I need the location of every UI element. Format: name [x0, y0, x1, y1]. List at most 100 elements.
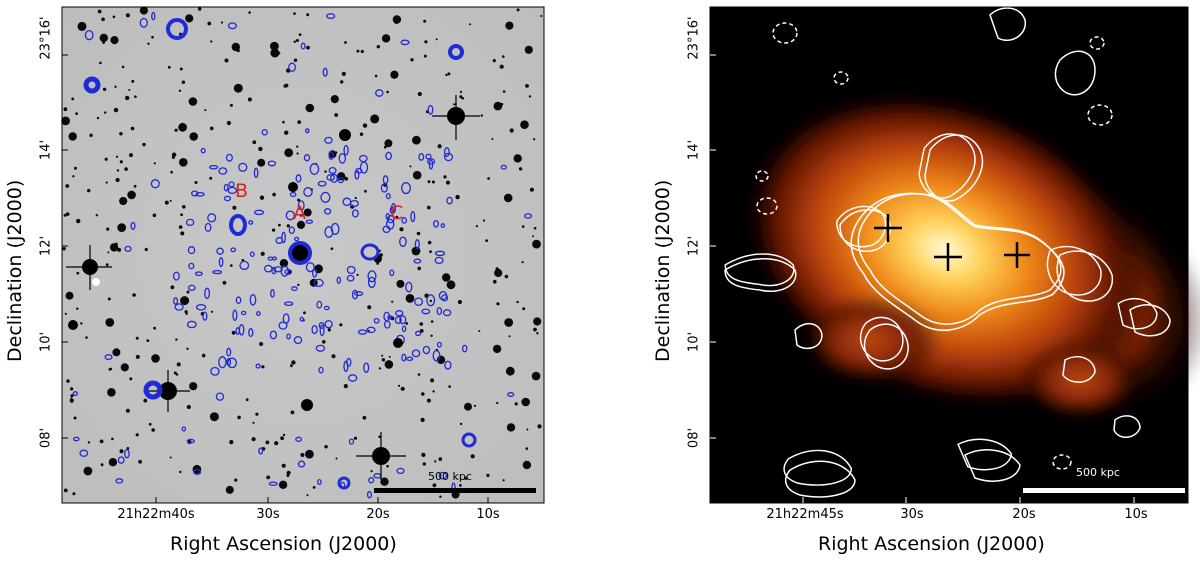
star: [291, 360, 296, 365]
star: [143, 398, 148, 403]
star: [186, 290, 190, 294]
star: [430, 334, 433, 337]
contour: [330, 222, 340, 235]
star: [265, 440, 270, 445]
contour: [395, 310, 404, 317]
contour: [441, 294, 449, 302]
star: [175, 338, 178, 341]
star: [255, 412, 259, 416]
star: [469, 23, 472, 26]
star: [417, 266, 422, 271]
star: [175, 373, 179, 376]
star: [169, 199, 172, 202]
radio-contours: [724, 7, 1171, 498]
star: [416, 231, 421, 236]
star: [170, 170, 173, 174]
star: [76, 271, 80, 275]
contour: [299, 316, 305, 322]
star: [76, 218, 81, 224]
star: [437, 144, 442, 149]
star: [119, 132, 123, 136]
star: [504, 274, 509, 279]
star: [284, 148, 294, 158]
contour: [323, 305, 330, 311]
contour: [174, 303, 184, 311]
star: [117, 225, 120, 228]
star: [533, 327, 537, 332]
star: [499, 64, 504, 69]
star: [439, 495, 442, 498]
star: [427, 180, 431, 184]
contour: [318, 322, 325, 329]
y-tick-label: 08': [686, 427, 702, 449]
radio-contours: [72, 11, 533, 499]
star: [421, 452, 426, 457]
star: [431, 180, 435, 184]
star: [496, 401, 499, 405]
star: [225, 485, 234, 494]
star: [305, 103, 315, 113]
scalebar: [374, 488, 536, 493]
star: [518, 167, 523, 171]
star: [286, 470, 291, 475]
star: [457, 299, 462, 305]
star: [297, 283, 300, 287]
contour: [363, 362, 370, 373]
star: [480, 114, 483, 117]
source-markers: [874, 214, 1030, 271]
star: [339, 323, 343, 327]
star: [76, 307, 79, 310]
star: [144, 247, 148, 252]
contour: [218, 167, 228, 175]
contour: [427, 158, 436, 165]
star: [72, 492, 76, 496]
star: [303, 311, 306, 315]
star: [233, 83, 243, 93]
star: [306, 13, 310, 17]
star: [422, 462, 426, 466]
star: [284, 83, 289, 88]
contour: [442, 309, 452, 317]
contour: [150, 179, 160, 189]
star: [344, 41, 347, 44]
star: [299, 225, 304, 229]
star: [435, 38, 438, 41]
star: [272, 192, 276, 197]
contour: [859, 316, 904, 362]
star: [330, 95, 339, 104]
star: [362, 123, 368, 128]
star: [522, 460, 532, 470]
x-axis-label: Right Ascension (J2000): [170, 533, 397, 555]
contour: [366, 326, 376, 334]
star: [252, 140, 257, 145]
star: [378, 435, 381, 439]
x-tick-label: 20s: [1012, 507, 1036, 522]
star: [210, 40, 213, 43]
star: [211, 310, 214, 313]
contour: [282, 313, 290, 324]
x-tick-label: 30s: [900, 507, 924, 522]
star: [500, 102, 504, 106]
star: [186, 404, 191, 410]
star: [125, 408, 130, 413]
contour: [318, 366, 324, 374]
contour: [248, 328, 254, 338]
contour: [194, 271, 203, 277]
contour: [215, 392, 225, 401]
star: [386, 464, 389, 468]
x-tick-label: 10s: [1124, 507, 1148, 522]
star: [380, 477, 389, 486]
star: [189, 132, 198, 141]
star: [112, 15, 116, 19]
star: [74, 166, 77, 170]
star: [525, 84, 529, 88]
contour: [232, 309, 238, 321]
contour: [375, 89, 384, 97]
star: [111, 437, 114, 441]
star: [429, 299, 433, 303]
star: [153, 162, 156, 165]
contour: [355, 167, 363, 174]
star: [113, 107, 119, 113]
source-label-c: C: [390, 202, 404, 224]
star: [116, 169, 120, 172]
